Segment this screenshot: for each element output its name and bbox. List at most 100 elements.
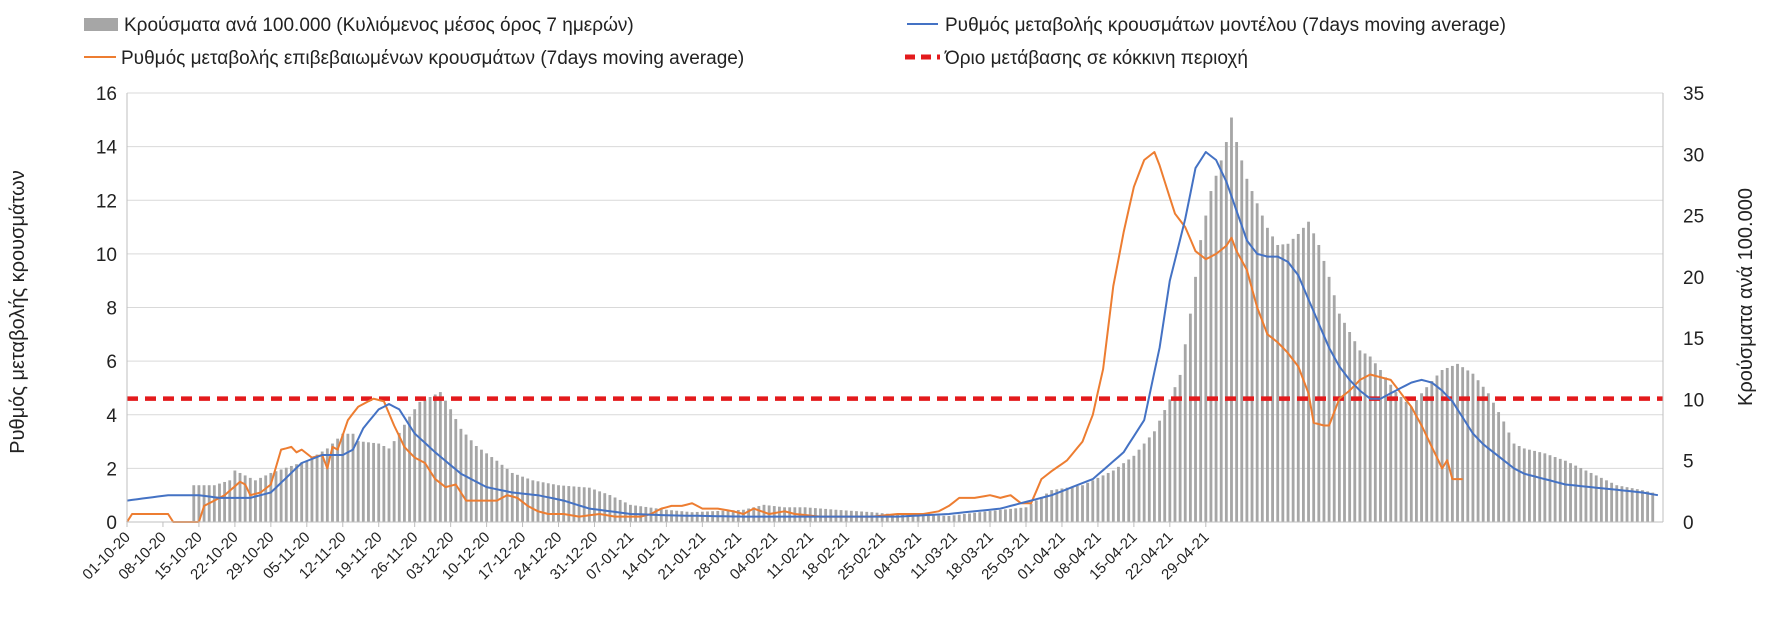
legend-swatch-bars <box>84 18 118 31</box>
bar <box>1368 356 1372 522</box>
bar <box>1014 508 1018 522</box>
bar <box>1512 443 1516 522</box>
bar <box>998 509 1002 522</box>
bar <box>1327 276 1331 522</box>
bar <box>289 465 293 522</box>
bar <box>536 481 540 522</box>
bar <box>223 481 227 522</box>
bar <box>603 493 607 522</box>
y-tick-right: 5 <box>1683 452 1694 473</box>
bar <box>192 485 196 522</box>
bar <box>613 497 617 522</box>
bar <box>1004 509 1007 522</box>
bar <box>1332 295 1336 522</box>
bar <box>1291 238 1295 523</box>
bar <box>1255 203 1259 523</box>
bar <box>1502 421 1506 522</box>
bar <box>747 508 751 522</box>
bar <box>1019 507 1023 522</box>
y-tick-left: 4 <box>106 406 117 427</box>
bar <box>1476 380 1480 522</box>
bar <box>315 454 319 522</box>
bar <box>1615 485 1619 522</box>
bar <box>1337 313 1341 522</box>
bar <box>695 511 699 522</box>
bar <box>490 457 494 522</box>
bar <box>1528 449 1531 522</box>
y-tick-left: 0 <box>106 513 117 534</box>
bar <box>819 508 822 522</box>
bar <box>284 467 288 522</box>
bar <box>269 472 273 522</box>
bar <box>248 477 252 522</box>
bar <box>1230 117 1233 522</box>
bar <box>788 507 792 522</box>
y-tick-right: 15 <box>1683 329 1704 350</box>
bar <box>1574 465 1578 522</box>
bar <box>1163 410 1167 522</box>
bar <box>988 510 992 522</box>
bar <box>1024 507 1028 522</box>
y-tick-left: 14 <box>96 138 118 159</box>
bar <box>926 515 930 522</box>
bar <box>947 515 951 522</box>
bar <box>1235 142 1239 522</box>
bar <box>1286 243 1290 522</box>
bar <box>1245 178 1249 523</box>
legend-label-confirmed: Ρυθμός μεταβολής επιβεβαιωμένων κρουσμάτ… <box>121 48 744 69</box>
bar <box>1363 353 1367 522</box>
y-tick-right: 10 <box>1683 390 1704 411</box>
legend-label-model: Ρυθμός μεταβολής κρουσμάτων μοντέλου (7d… <box>945 15 1506 36</box>
bar <box>1569 463 1572 522</box>
bar <box>680 511 684 522</box>
bar <box>1358 350 1362 522</box>
bar <box>1610 482 1614 522</box>
y-tick-left: 8 <box>106 299 117 320</box>
bar <box>1497 412 1501 522</box>
bar <box>254 480 257 522</box>
bar <box>233 470 237 522</box>
bar <box>428 396 432 522</box>
bar <box>228 480 232 522</box>
bar <box>1055 489 1059 522</box>
bar <box>1481 386 1485 522</box>
model-rate-line <box>126 151 1659 518</box>
bar <box>618 499 622 522</box>
bar <box>901 514 905 522</box>
bar <box>762 504 766 522</box>
bar <box>495 460 499 522</box>
bar <box>361 441 365 522</box>
bar <box>1240 160 1244 522</box>
bar <box>1379 370 1382 522</box>
bar <box>1029 503 1033 522</box>
bar <box>1440 370 1444 522</box>
bar <box>1471 373 1475 522</box>
bar <box>1147 437 1151 522</box>
bar <box>1281 244 1285 522</box>
bar <box>957 514 961 522</box>
y-tick-left: 2 <box>106 459 117 480</box>
bar <box>598 491 602 522</box>
bar <box>382 446 386 522</box>
bar <box>1450 365 1454 522</box>
bar <box>685 511 689 522</box>
bar <box>1173 387 1177 522</box>
bar <box>1312 233 1316 522</box>
legend-label-bars: Κρούσματα ανά 100.000 (Κυλιόμενος μέσος … <box>124 15 634 36</box>
bar <box>587 487 591 522</box>
bar <box>413 409 417 522</box>
line-series <box>126 151 1659 523</box>
bar <box>1075 486 1079 522</box>
bar <box>1153 431 1156 522</box>
bar <box>1317 244 1321 522</box>
bar <box>1188 313 1192 522</box>
bar-series <box>192 117 1655 523</box>
bar <box>1219 160 1223 522</box>
bar <box>1415 400 1418 522</box>
bar <box>1641 490 1644 522</box>
bar <box>1394 392 1398 522</box>
y-tick-left: 6 <box>106 352 117 373</box>
bar <box>1553 457 1557 522</box>
bar <box>1420 393 1423 522</box>
